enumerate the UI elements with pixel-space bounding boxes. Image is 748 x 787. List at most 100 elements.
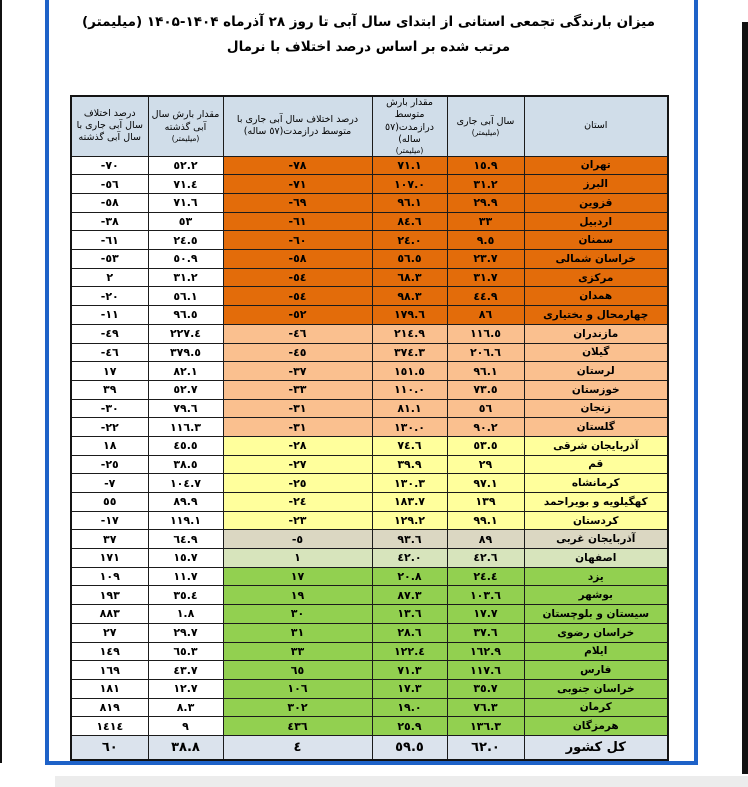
pct-vs-longterm-cell: -٦٠	[222, 230, 373, 251]
table-row: سمنان ٩.٥ ٢٤.٠ -٦٠ ٢٤.٥ -٦١	[70, 230, 669, 251]
pct-vs-lastyear-cell: -٣٠	[70, 398, 149, 419]
pct-vs-lastyear-cell: -٥٦	[70, 174, 149, 194]
pct-vs-lastyear-cell: ١٨	[70, 435, 149, 456]
current-year-cell: ١١٦.٥	[446, 323, 525, 344]
table-row: آذربایجان غربی ٨٩ ٩٣.٦ -٥ ٦٤.٩ ٣٧	[70, 529, 669, 550]
table-row: چهارمحال و بختیاری ٨٦ ١٧٩.٦ -٥٢ ٩٦.٥ -١١	[70, 305, 669, 325]
pct-vs-longterm-cell: -٣١	[222, 398, 373, 419]
last-year-cell: ٥٢.٢	[147, 155, 224, 176]
pct-vs-longterm-cell: -٦٩	[222, 193, 373, 213]
pct-vs-longterm-cell: -٧٨	[222, 155, 373, 176]
header-pct-longterm-label: درصد اختلاف سال آبی جاری با متوسط درازمد…	[236, 113, 359, 138]
current-year-cell: ٩٧.١	[446, 473, 525, 493]
table-row: کرمان ٧٦.٣ ١٩.٠ ٣٠٢ ٨.٣ ٨١٩	[70, 697, 669, 718]
table-row: قزوین ٢٩.٩ ٩٦.١ -٦٩ ٧١.٦ -٥٨	[70, 193, 669, 213]
pct-vs-longterm-cell: ٣١	[222, 622, 373, 643]
table-row: یزد ٢٤.٤ ٢٠.٨ ١٧ ١١.٧ ١٠٩	[70, 566, 669, 587]
longterm-avg-cell: ١٧٩.٦	[371, 305, 448, 325]
current-year-cell: ٨٩	[446, 529, 525, 550]
province-cell: کردستان	[523, 510, 669, 531]
pct-vs-longterm-cell: -٥	[222, 529, 373, 550]
pct-vs-lastyear-cell: -٢٠	[70, 286, 149, 307]
total-longterm-avg-cell: ٥٩.٥	[371, 734, 448, 761]
pct-vs-longterm-cell: ١٠٦	[222, 678, 373, 699]
total-row: کل کشور ٦٢.٠ ٥٩.٥ ٤ ٣٨.٨ ٦٠	[70, 734, 669, 761]
province-cell: مازندران	[523, 323, 669, 344]
header-lastyear-label: مقدار بارش سال آبی گذشته	[151, 109, 220, 133]
current-year-cell: ٥٦	[446, 398, 525, 419]
pct-vs-longterm-cell: ١	[222, 548, 373, 568]
current-year-cell: ١٠٣.٦	[446, 585, 525, 606]
last-year-cell: ٨٩.٩	[147, 492, 224, 512]
table-row: خوزستان ٧٣.٥ ١١٠.٠ -٣٣ ٥٢.٧ ٣٩	[70, 379, 669, 400]
province-cell: بوشهر	[523, 585, 669, 606]
current-year-cell: ٢٩	[446, 454, 525, 475]
current-year-cell: ٣٣	[446, 211, 525, 232]
longterm-avg-cell: ٨٧.٣	[371, 585, 448, 606]
longterm-avg-cell: ٤٢.٠	[371, 548, 448, 568]
province-cell: البرز	[523, 174, 669, 194]
province-cell: تهران	[523, 155, 669, 176]
pct-vs-longterm-cell: -٤٥	[222, 342, 373, 363]
last-year-cell: ١٢.٧	[147, 678, 224, 699]
current-year-cell: ٩٠.٢	[446, 417, 525, 437]
current-year-cell: ٣١.٧	[446, 267, 525, 288]
title-year-range: ۱۴۰۵-۱۴۰۴	[146, 14, 219, 30]
header-province-label: استان	[584, 120, 608, 132]
total-last-year-cell: ٣٨.٨	[147, 734, 224, 761]
pct-vs-longterm-cell: -٥٤	[222, 286, 373, 307]
province-cell: آذربایجان شرقی	[523, 435, 669, 456]
current-year-cell: ٣٧.٦	[446, 622, 525, 643]
pct-vs-longterm-cell: -٥٤	[222, 267, 373, 288]
last-year-cell: ٨.٣	[147, 697, 224, 718]
pct-vs-lastyear-cell: ١٩٣	[70, 585, 149, 606]
province-cell: خراسان رضوی	[523, 622, 669, 643]
table-row: سیستان و بلوچستان ١٧.٧ ١٣.٦ ٣٠ ١.٨ ٨٨٣	[70, 604, 669, 624]
current-year-cell: ١٧.٧	[446, 604, 525, 624]
longterm-avg-cell: ١٢٩.٢	[371, 510, 448, 531]
title-text: میزان بارندگی تجمعی استانی از ابتدای سال…	[223, 14, 655, 30]
right-edge-bar	[742, 22, 748, 774]
pct-vs-lastyear-cell: ١٨١	[70, 678, 149, 699]
province-cell: آذربایجان غربی	[523, 529, 669, 550]
last-year-cell: ١.٨	[147, 604, 224, 624]
current-year-cell: ٤٢.٦	[446, 548, 525, 568]
province-cell: گیلان	[523, 342, 669, 363]
table-body: تهران ١٥.٩ ٧١.١ -٧٨ ٥٢.٢ -٧٠ البرز ٣١.٢ ١٠٧.٠ -٧١…	[70, 155, 669, 736]
last-year-cell: ١١٦.٣	[147, 417, 224, 437]
header-last-year: مقدار بارش سال آبی گذشته (میلیمتر)	[147, 95, 224, 157]
current-year-cell: ٥٣.٥	[446, 435, 525, 456]
last-year-cell: ٢٢٧.٤	[147, 323, 224, 344]
province-cell: اردبیل	[523, 211, 669, 232]
pct-vs-lastyear-cell: ١٠٩	[70, 566, 149, 587]
pct-vs-longterm-cell: -٢٥	[222, 473, 373, 493]
longterm-avg-cell: ١٣٠.٠	[371, 417, 448, 437]
page-border-frame	[45, 0, 698, 765]
pct-vs-lastyear-cell: -١١	[70, 305, 149, 325]
longterm-avg-cell: ٧١.٣	[371, 660, 448, 680]
header-pct-vs-longterm: درصد اختلاف سال آبی جاری با متوسط درازمد…	[222, 95, 373, 157]
total-province-cell: کل کشور	[523, 734, 669, 761]
current-year-cell: ١٣٩	[446, 492, 525, 512]
table-row: خراسان شمالی ٢٣.٧ ٥٦.٥ -٥٨ ٥٠.٩ -٥٣	[70, 249, 669, 269]
pct-vs-longterm-cell: ٣٠	[222, 604, 373, 624]
title-line-2: مرتب شده بر اساس درصد اختلاف با نرمال	[226, 39, 511, 56]
pct-vs-lastyear-cell: ٣٩	[70, 379, 149, 400]
province-cell: چهارمحال و بختیاری	[523, 305, 669, 325]
pct-vs-longterm-cell: -٢٧	[222, 454, 373, 475]
pct-vs-lastyear-cell: -٤٦	[70, 342, 149, 363]
table-row: کهگیلویه و بویراحمد ١٣٩ ١٨٣.٧ -٢٤ ٨٩.٩ ٥٥	[70, 492, 669, 512]
longterm-avg-cell: ٣٩.٩	[371, 454, 448, 475]
pct-vs-lastyear-cell: ٢٧	[70, 622, 149, 643]
last-year-cell: ٩	[147, 716, 224, 736]
table-row: قم ٢٩ ٣٩.٩ -٢٧ ٣٨.٥ -٢٥	[70, 454, 669, 475]
province-cell: فارس	[523, 660, 669, 680]
province-cell: گلستان	[523, 417, 669, 437]
table-row: خراسان رضوی ٣٧.٦ ٢٨.٦ ٣١ ٢٩.٧ ٢٧	[70, 622, 669, 643]
table-row: زنجان ٥٦ ٨١.١ -٣١ ٧٩.٦ -٣٠	[70, 398, 669, 419]
last-year-cell: ٥٦.١	[147, 286, 224, 307]
province-cell: خراسان شمالی	[523, 249, 669, 269]
last-year-cell: ٤٥.٥	[147, 435, 224, 456]
table-row: خراسان جنوبی ٣٥.٧ ١٧.٣ ١٠٦ ١٢.٧ ١٨١	[70, 678, 669, 699]
